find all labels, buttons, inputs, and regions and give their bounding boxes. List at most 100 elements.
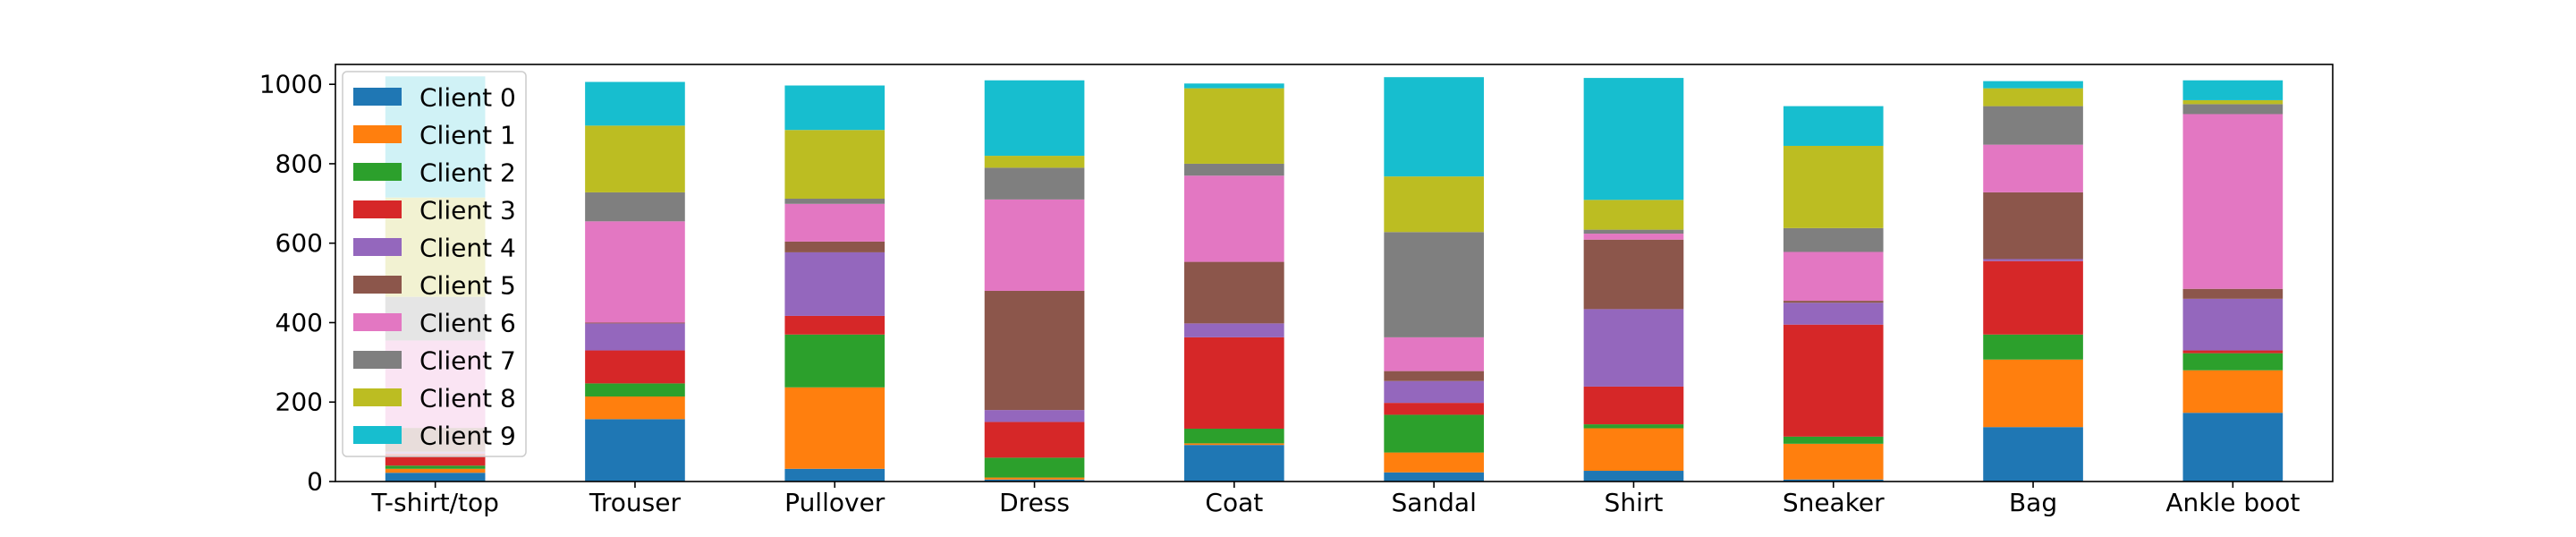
bar-segment [1384,232,1484,337]
bar-segment [585,323,685,351]
bar-segment [1583,229,1684,234]
bar-segment [984,477,1085,480]
bar-segment [1783,324,1884,437]
bar-segment [1384,414,1484,453]
bar-segment [1983,334,2083,360]
bar-segment [784,251,886,316]
bar-segment [2182,413,2284,482]
bar-segment [1384,472,1484,482]
y-tick-label: 0 [307,467,323,497]
x-tick-label: Pullover [784,488,886,517]
bar-segment [984,457,1085,478]
bar-segment [585,221,685,323]
bar-segment [1983,144,2083,192]
bar-segment [784,130,886,200]
bar-segment [2182,370,2284,413]
bar-segment [984,290,1085,411]
legend-swatch [353,313,402,331]
bar-segment [2182,353,2284,371]
bar-segment [1983,88,2083,107]
x-tick-label: Ankle boot [2165,488,2300,517]
axes-layer: 0 200 400 600 800 1000 T-shirt/top Trouser Pullo… [259,64,2334,517]
x-tick-label: Sandal [1391,488,1476,517]
bar-segment [1983,106,2083,145]
bar-segment [2182,350,2284,354]
legend: Client 0 Client 1 Client 2 Client 3 Client 4… [342,71,527,457]
bar-segment [1384,77,1484,177]
bar-segment [2182,114,2284,289]
bar-segment [1384,337,1484,371]
legend-label: Client 0 [419,83,516,113]
bar-segment [1184,175,1284,262]
bar-segment [1184,428,1284,444]
bar-segment [1583,471,1684,482]
legend-swatch [353,388,402,406]
bar-segment [1184,261,1284,324]
bar-segment [784,387,886,469]
legend-swatch [353,200,402,218]
bar-segment [1384,380,1484,404]
y-tick-label: 600 [275,228,323,258]
bar-segment [585,125,685,192]
bar-segment [1184,88,1284,164]
legend-label: Client 1 [419,121,516,150]
bar-segment [1583,428,1684,472]
bar-segment [1983,259,2083,261]
x-tick-label: Dress [999,488,1070,517]
legend-label: Client 4 [419,234,516,263]
bar-segment [385,473,486,482]
bar-segment [784,85,886,131]
bar-segment [585,350,685,384]
legend-label: Client 8 [419,384,516,413]
bar-segment [1783,145,1884,228]
bar-segment [1783,479,1884,482]
bar-segment [784,334,886,388]
bar-segment [1983,427,2083,482]
bar-segment [1783,301,1884,303]
bar-segment [984,422,1085,458]
bar-segment [2182,104,2284,115]
bar-segment [784,203,886,242]
x-tick-label: Coat [1205,488,1263,517]
legend-label: Client 7 [419,346,516,376]
bar-segment [2182,80,2284,100]
bar-segment [784,468,886,482]
bar-segment [1384,176,1484,233]
bar-segment [784,241,886,252]
x-tick-label: Bag [2009,488,2057,517]
bar-segment [1583,239,1684,310]
x-tick-label: Shirt [1605,488,1664,517]
bar-segment [1583,234,1684,240]
bar-segment [2182,99,2284,105]
bar-segment [2182,288,2284,299]
bar-segment [585,81,685,126]
bar-segment [984,156,1085,168]
y-tick-label: 800 [275,149,323,178]
legend-swatch [353,276,402,294]
bar-segment [1783,303,1884,325]
bar-segment [1583,200,1684,230]
bar-segment [385,468,486,473]
legend-swatch [353,163,402,181]
bar-segment [1583,386,1684,425]
bar-segment [1783,436,1884,444]
legend-label: Client 5 [419,271,516,301]
bar-segment [1384,371,1484,381]
x-tick-label: Sneaker [1783,488,1885,517]
bar-segment [1783,443,1884,480]
legend-swatch [353,426,402,444]
x-tick-label: T-shirt/top [370,488,499,517]
plot-frame [335,64,2334,482]
bar-segment [1783,106,1884,146]
legend-label: Client 9 [419,422,516,451]
legend-label: Client 6 [419,309,516,338]
bar-segment [585,192,685,222]
bar-segment [984,167,1085,200]
y-tick-label: 1000 [259,70,323,99]
bar-segment [1384,452,1484,473]
bar-segment [1983,260,2083,335]
bar-segment [984,479,1085,482]
bar-segment [984,410,1085,422]
bar-segment [1583,309,1684,387]
